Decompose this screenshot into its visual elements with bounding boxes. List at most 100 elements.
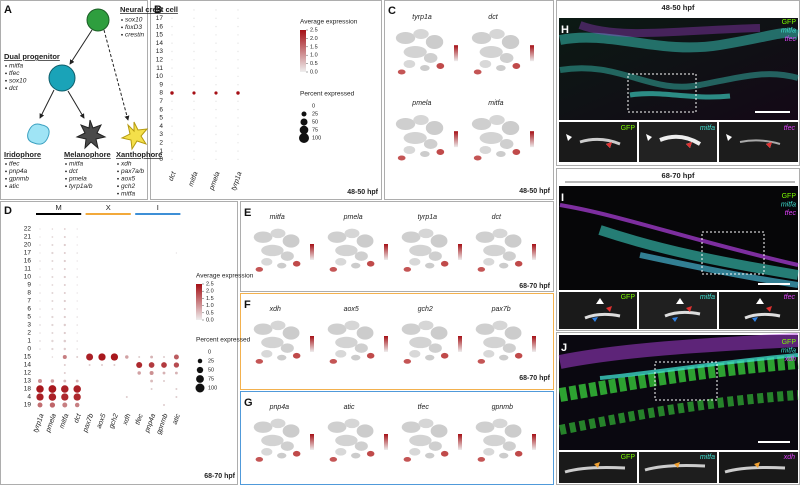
dot bbox=[193, 9, 195, 11]
colorbar bbox=[530, 131, 534, 148]
dot bbox=[76, 308, 78, 310]
dot bbox=[171, 34, 173, 36]
micrograph-h bbox=[559, 18, 800, 162]
dot bbox=[49, 402, 56, 408]
column-label: aox5 bbox=[96, 413, 108, 430]
dot bbox=[63, 228, 66, 230]
gene-name: pnp4a bbox=[8, 168, 27, 175]
gene-name: pmela bbox=[68, 176, 87, 183]
dot bbox=[193, 83, 195, 86]
umap-title: mitfa bbox=[488, 100, 503, 107]
dot bbox=[63, 331, 66, 335]
colorbar bbox=[384, 244, 388, 260]
dot bbox=[215, 9, 217, 11]
size-legend-dot bbox=[196, 375, 204, 383]
dot bbox=[39, 324, 41, 326]
dot bbox=[39, 276, 41, 278]
dot bbox=[215, 83, 217, 86]
colorbar bbox=[458, 336, 462, 352]
dot bbox=[37, 402, 43, 408]
dot bbox=[150, 355, 154, 359]
dot bbox=[39, 284, 41, 286]
dot bbox=[162, 371, 166, 375]
colorbar bbox=[310, 336, 314, 352]
size-legend-label: 0 bbox=[312, 103, 315, 109]
dot bbox=[174, 371, 178, 375]
column-label: pmela bbox=[45, 413, 58, 434]
dot bbox=[162, 355, 166, 359]
size-legend-label: 25 bbox=[208, 358, 214, 364]
dot bbox=[193, 133, 195, 136]
dot bbox=[193, 25, 195, 28]
dot bbox=[63, 283, 66, 287]
dot bbox=[171, 67, 173, 69]
dot bbox=[215, 117, 217, 119]
dot bbox=[51, 268, 54, 270]
gene-name: mitfa bbox=[121, 190, 135, 197]
dot bbox=[63, 307, 66, 311]
row-label: 12 bbox=[24, 370, 32, 377]
panel-letter: C bbox=[388, 5, 396, 17]
panel-letter: G bbox=[244, 397, 253, 409]
row-label: 8 bbox=[27, 290, 31, 297]
size-legend-label: 75 bbox=[312, 127, 318, 133]
dot bbox=[63, 347, 66, 351]
umap-title: pmela bbox=[343, 214, 363, 221]
stage-label: 68-70 hpf bbox=[662, 171, 695, 180]
dot bbox=[51, 339, 54, 343]
group-label: X bbox=[106, 203, 111, 212]
dot bbox=[76, 348, 78, 350]
dot bbox=[175, 387, 178, 391]
bullet bbox=[65, 170, 67, 173]
column-label: mitfa bbox=[59, 413, 71, 430]
gene-name: pax7a/b bbox=[120, 168, 145, 175]
dot bbox=[48, 385, 57, 393]
dot bbox=[125, 355, 129, 359]
dot bbox=[193, 142, 195, 144]
dot bbox=[51, 275, 54, 279]
dot bbox=[39, 228, 41, 230]
dot bbox=[39, 340, 41, 342]
dot bbox=[171, 59, 173, 61]
dot bbox=[63, 291, 66, 295]
umap-title: dct bbox=[492, 214, 502, 221]
gene-name: tyrp1a/b bbox=[69, 183, 93, 190]
dot bbox=[215, 150, 217, 152]
legend-title: Average expression bbox=[300, 19, 358, 26]
dot bbox=[63, 323, 66, 327]
umap-title: mitfa bbox=[270, 214, 285, 221]
dot bbox=[236, 91, 240, 95]
dot bbox=[51, 299, 54, 303]
gene-name: aox5 bbox=[121, 176, 135, 183]
umap-plot bbox=[471, 115, 521, 161]
dot bbox=[171, 75, 173, 78]
gene-name: sox10 bbox=[9, 78, 27, 85]
dot bbox=[237, 133, 239, 136]
stage-label: 48-50 hpf bbox=[662, 3, 695, 12]
dot bbox=[215, 42, 217, 44]
umap-title: atic bbox=[344, 404, 355, 411]
dot bbox=[237, 75, 239, 78]
size-legend-label: 100 bbox=[208, 385, 217, 391]
cell-type-title: Dual progenitor bbox=[4, 52, 60, 61]
size-legend-label: 50 bbox=[208, 367, 214, 373]
dot bbox=[215, 158, 217, 161]
row-label: 4 bbox=[27, 394, 31, 401]
channel-label: tfec bbox=[785, 210, 797, 217]
size-legend-dot bbox=[299, 125, 309, 135]
dot bbox=[76, 340, 78, 342]
dot bbox=[39, 292, 41, 294]
row-label: 3 bbox=[159, 131, 163, 138]
panel-letter: F bbox=[244, 299, 251, 311]
dot bbox=[39, 268, 41, 270]
panel-letter: B bbox=[154, 4, 162, 16]
row-label: 9 bbox=[27, 282, 31, 289]
dot bbox=[215, 34, 217, 36]
bullet bbox=[5, 87, 7, 90]
colorbar-tick-label: 2.5 bbox=[310, 27, 318, 33]
size-legend-dot bbox=[299, 133, 309, 143]
dot bbox=[51, 308, 54, 310]
dot bbox=[237, 42, 239, 44]
dot bbox=[148, 362, 155, 368]
dot bbox=[215, 125, 217, 127]
